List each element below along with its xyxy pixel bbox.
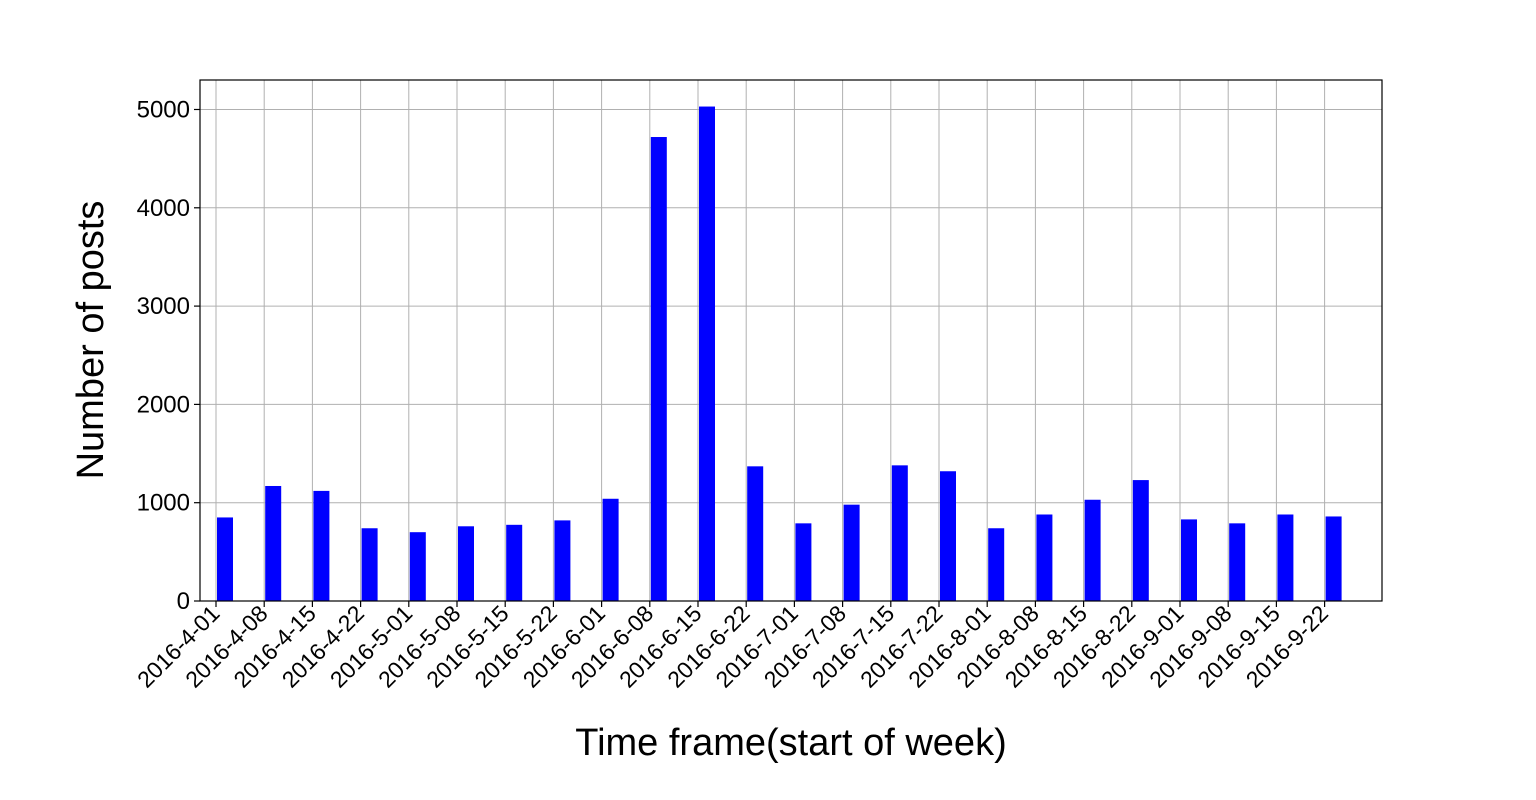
bar-2016-7-15	[891, 465, 908, 601]
plot-frame	[199, 79, 1383, 602]
bar-2016-4-08	[265, 485, 282, 601]
y-tick-label: 0	[177, 588, 190, 615]
y-tick-label: 3000	[137, 293, 190, 320]
bar-2016-5-01	[409, 532, 426, 601]
bar-2016-5-22	[554, 520, 571, 601]
bar-2016-8-01	[988, 528, 1005, 601]
bar-2016-6-08	[650, 137, 667, 602]
bar-2016-9-15	[1277, 514, 1294, 601]
y-tick-label: 2000	[137, 391, 190, 418]
bars	[217, 106, 1342, 602]
bar-2016-9-01	[1181, 519, 1197, 601]
bar-2016-7-22	[940, 471, 956, 601]
bar-2016-4-15	[313, 490, 330, 601]
bar-2016-7-08	[843, 504, 860, 601]
y-axis-ticks: 0 1000 2000 3000 4000 5000	[137, 96, 200, 615]
bar-2016-8-15	[1084, 499, 1101, 601]
bar-2016-7-01	[795, 523, 812, 601]
y-tick-label: 1000	[137, 490, 190, 517]
bar-2016-9-22	[1325, 516, 1342, 601]
bar-2016-5-08	[458, 526, 474, 601]
bar-2016-4-01	[217, 517, 233, 601]
bar-2016-4-22	[361, 528, 378, 601]
bar-2016-6-22	[747, 466, 764, 601]
bar-2016-6-01	[602, 498, 619, 601]
x-axis-label: Time frame(start of week)	[575, 722, 1006, 764]
bar-2016-8-08	[1036, 514, 1053, 601]
y-axis-label: Number of posts	[70, 201, 112, 480]
bar-2016-6-15	[699, 106, 715, 602]
x-axis-ticks: 2016-4-012016-4-082016-4-152016-4-222016…	[132, 600, 1333, 693]
y-tick-label: 4000	[137, 195, 190, 222]
y-tick-label: 5000	[137, 96, 190, 123]
bar-2016-5-15	[506, 524, 523, 601]
grid	[200, 80, 1382, 602]
bar-2016-8-22	[1132, 480, 1149, 601]
bar-2016-9-08	[1229, 523, 1246, 601]
